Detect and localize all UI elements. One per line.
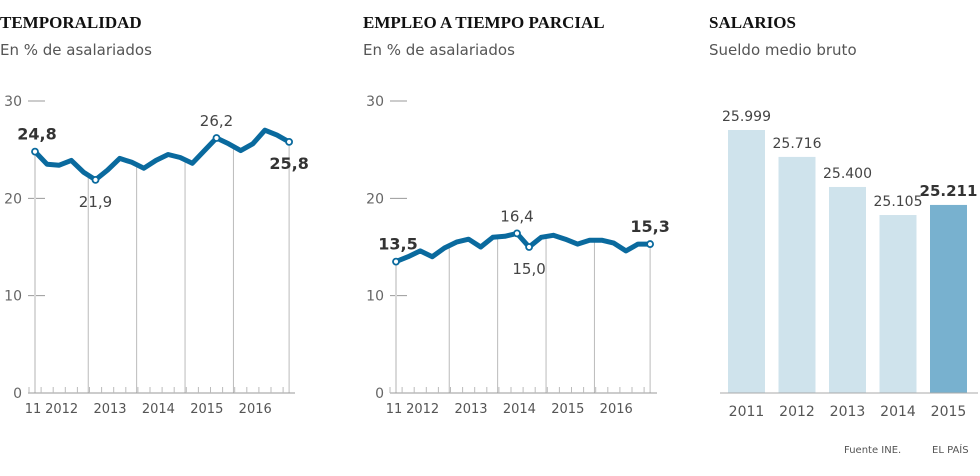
salarios-subtitle: Sueldo medio bruto bbox=[709, 41, 857, 59]
bar-2015 bbox=[930, 204, 967, 393]
temporalidad-ytick-label: 10 bbox=[4, 289, 22, 305]
parcial-x-label: 2016 bbox=[600, 402, 633, 417]
bar-category-label: 2011 bbox=[729, 404, 765, 420]
bar-category-label: 2012 bbox=[779, 404, 815, 420]
temporalidad-value-label: 24,8 bbox=[17, 125, 56, 144]
parcial-ytick-label: 10 bbox=[366, 289, 384, 305]
parcial-subtitle: En % de asalariados bbox=[363, 41, 515, 59]
temporalidad-title: TEMPORALIDAD bbox=[0, 13, 142, 32]
temporalidad-x-label: 2014 bbox=[142, 402, 175, 417]
parcial-value-label: 15,3 bbox=[630, 217, 669, 236]
bar-2013 bbox=[829, 186, 866, 393]
parcial-ytick-label: 20 bbox=[366, 191, 384, 207]
parcial-x-label: 2015 bbox=[551, 402, 584, 417]
bar-2014 bbox=[879, 215, 917, 393]
temporalidad-subtitle: En % de asalariados bbox=[0, 41, 152, 59]
brand-label: EL PAÍS bbox=[932, 445, 969, 456]
temporalidad-ytick-label: 30 bbox=[4, 94, 22, 110]
bar-2012 bbox=[778, 156, 816, 393]
temporalidad-point-marker bbox=[212, 134, 221, 142]
temporalidad-value-label: 21,9 bbox=[79, 193, 112, 211]
source-note: Fuente INE. bbox=[844, 445, 902, 456]
temporalidad-x-label: 11 bbox=[25, 402, 42, 417]
parcial-x-label: 2013 bbox=[454, 402, 487, 417]
temporalidad-x-label: 2013 bbox=[93, 402, 126, 417]
temporalidad-ytick-label: 20 bbox=[4, 191, 22, 207]
parcial-value-label: 15,0 bbox=[512, 260, 545, 278]
salarios-title: SALARIOS bbox=[709, 13, 796, 32]
temporalidad-point-marker bbox=[91, 175, 100, 184]
parcial-title: EMPLEO A TIEMPO PARCIAL bbox=[363, 13, 605, 32]
parcial-value-label: 16,4 bbox=[500, 207, 533, 225]
bar-value-label: 25.400 bbox=[823, 166, 872, 182]
temporalidad-point-marker bbox=[31, 147, 39, 156]
bar-2011 bbox=[728, 130, 765, 393]
parcial-x-label: 2014 bbox=[503, 402, 536, 417]
parcial-point-marker bbox=[513, 229, 521, 238]
temporalidad-series-line bbox=[32, 127, 292, 183]
parcial-ytick-label: 0 bbox=[375, 386, 384, 402]
parcial-x-label: 2012 bbox=[406, 402, 439, 417]
temporalidad-x-label: 2015 bbox=[190, 402, 223, 417]
parcial-series-line bbox=[393, 230, 653, 265]
parcial-ytick-label: 30 bbox=[366, 94, 384, 110]
bar-category-label: 2015 bbox=[931, 404, 967, 420]
bar-category-label: 2013 bbox=[830, 404, 866, 420]
bar-category-label: 2014 bbox=[880, 404, 916, 420]
bar-value-label: 25.999 bbox=[722, 109, 771, 125]
bar-value-label: 25.211 bbox=[920, 182, 978, 200]
temporalidad-x-label: 2012 bbox=[45, 402, 78, 417]
parcial-point-marker bbox=[392, 257, 400, 266]
temporalidad-value-label: 25,8 bbox=[269, 154, 308, 173]
parcial-value-label: 13,5 bbox=[378, 235, 417, 254]
temporalidad-x-label: 2016 bbox=[239, 402, 272, 417]
temporalidad-value-label: 26,2 bbox=[200, 112, 233, 130]
bar-value-label: 25.105 bbox=[874, 194, 923, 210]
parcial-point-marker bbox=[525, 243, 533, 251]
parcial-point-marker bbox=[646, 240, 654, 248]
temporalidad-ytick-label: 0 bbox=[13, 386, 22, 402]
temporalidad-point-marker bbox=[285, 137, 294, 146]
parcial-x-label: 11 bbox=[386, 402, 403, 417]
bar-value-label: 25.716 bbox=[773, 136, 822, 152]
